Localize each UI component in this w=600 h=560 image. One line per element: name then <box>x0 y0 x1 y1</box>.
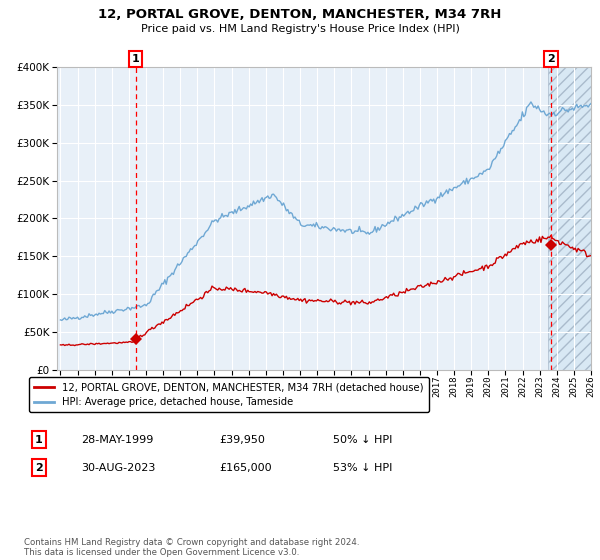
Text: £39,950: £39,950 <box>219 435 265 445</box>
Text: £165,000: £165,000 <box>219 463 272 473</box>
Text: 53% ↓ HPI: 53% ↓ HPI <box>333 463 392 473</box>
Text: Price paid vs. HM Land Registry's House Price Index (HPI): Price paid vs. HM Land Registry's House … <box>140 24 460 34</box>
Text: 12, PORTAL GROVE, DENTON, MANCHESTER, M34 7RH: 12, PORTAL GROVE, DENTON, MANCHESTER, M3… <box>98 8 502 21</box>
Text: 50% ↓ HPI: 50% ↓ HPI <box>333 435 392 445</box>
Text: 2: 2 <box>35 463 43 473</box>
Legend: 12, PORTAL GROVE, DENTON, MANCHESTER, M34 7RH (detached house), HPI: Average pri: 12, PORTAL GROVE, DENTON, MANCHESTER, M3… <box>29 377 428 412</box>
Text: 28-MAY-1999: 28-MAY-1999 <box>81 435 154 445</box>
Text: 1: 1 <box>35 435 43 445</box>
Text: 30-AUG-2023: 30-AUG-2023 <box>81 463 155 473</box>
Text: 1: 1 <box>132 54 140 64</box>
Text: Contains HM Land Registry data © Crown copyright and database right 2024.
This d: Contains HM Land Registry data © Crown c… <box>24 538 359 557</box>
Text: 2: 2 <box>547 54 555 64</box>
